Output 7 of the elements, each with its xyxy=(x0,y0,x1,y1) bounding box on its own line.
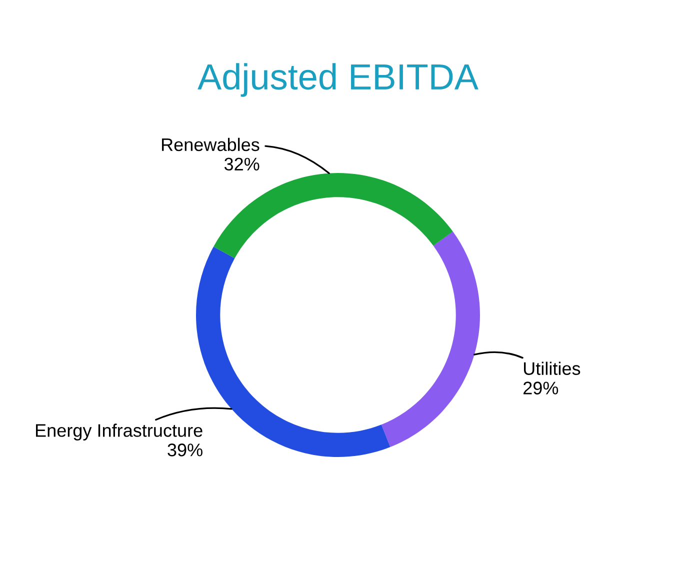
slice-label: Energy Infrastructure xyxy=(36,424,202,440)
slice-label: Utilities xyxy=(524,362,580,375)
slice-label: Renewables xyxy=(162,138,260,152)
data-label: 29% xyxy=(524,382,558,394)
chart-title: Adjusted EBITDA xyxy=(198,63,478,97)
data-label: 32% xyxy=(224,158,260,171)
data-label: 39% xyxy=(168,444,202,456)
